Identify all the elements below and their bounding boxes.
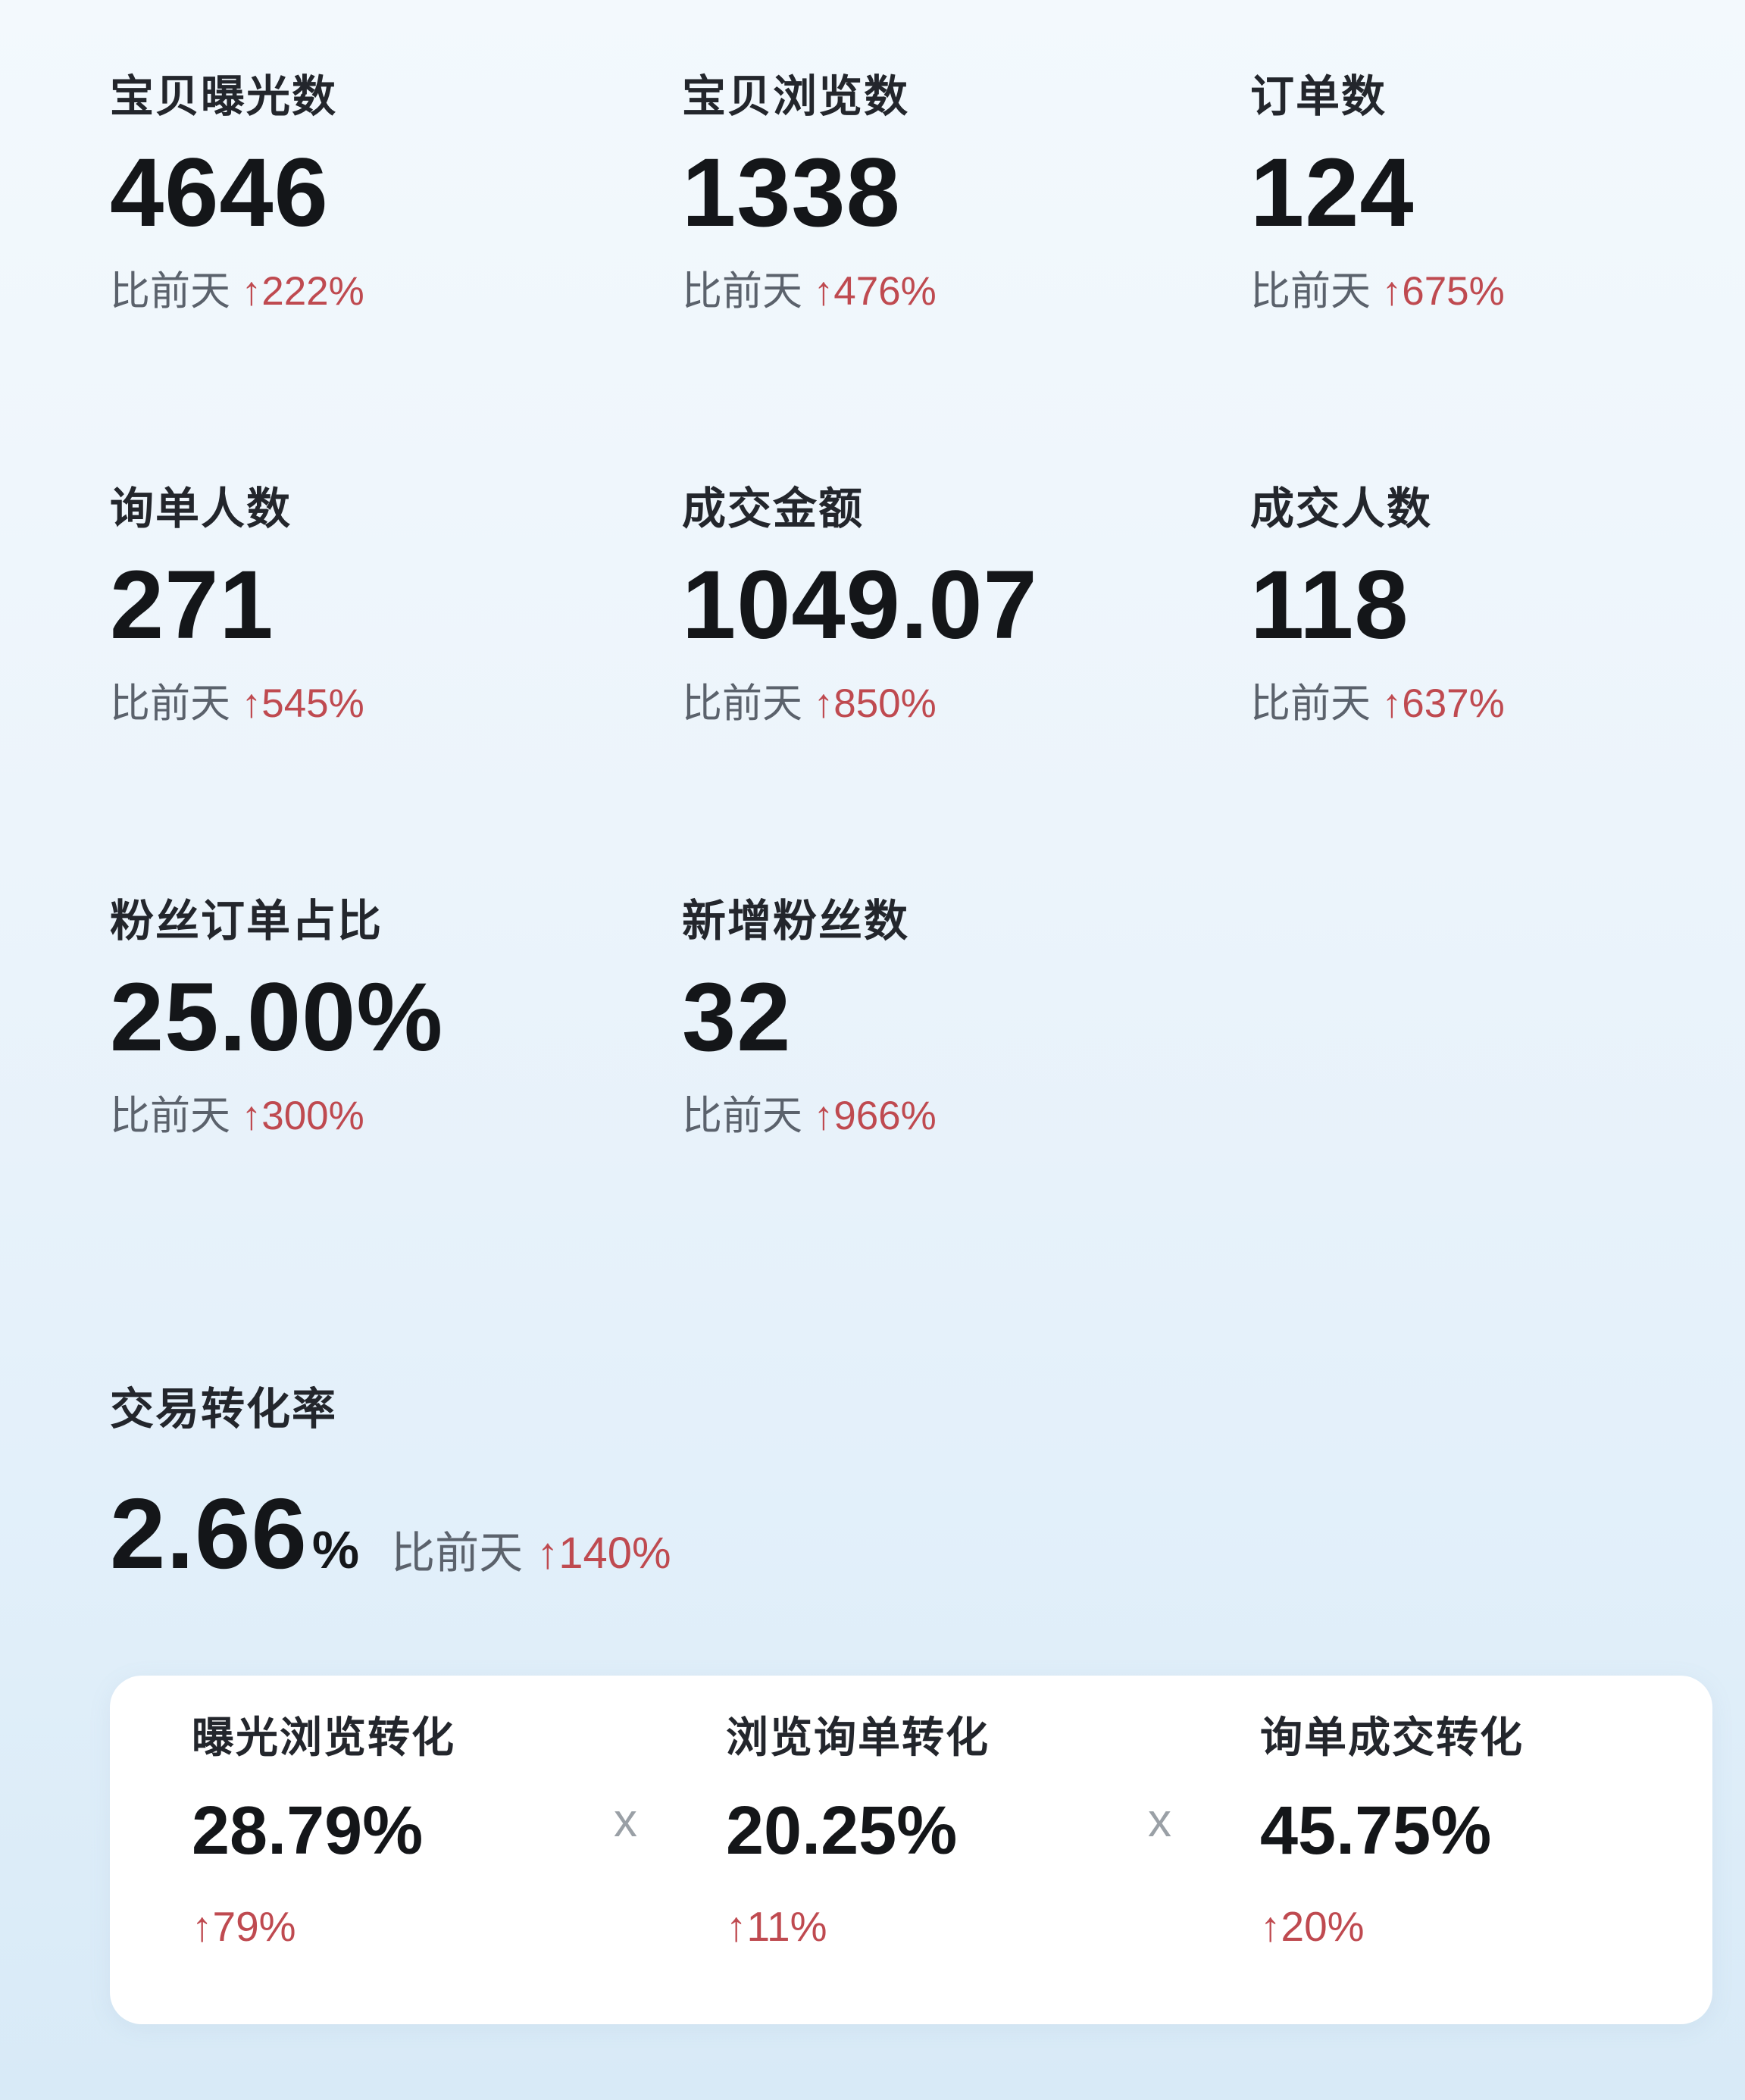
change-percent: 140% <box>558 1529 671 1578</box>
metric-change: 比前天 ↑966% <box>682 1091 1250 1141</box>
metric-change: 比前天 ↑222% <box>110 267 682 317</box>
metric-value: 118 <box>1250 551 1409 659</box>
funnel-step-change: ↑20% <box>1260 1901 1712 1951</box>
change-percent: 850% <box>833 681 937 726</box>
compare-label: 比前天 <box>110 681 230 726</box>
compare-label: 比前天 <box>110 1094 230 1138</box>
metric-cell-orders[interactable]: 订单数 124 比前天 ↑675% <box>1250 70 1745 317</box>
metric-label: 粉丝订单占比 <box>110 897 383 946</box>
up-arrow-icon: ↑ <box>241 269 262 314</box>
conversion-rate-label: 交易转化率 <box>110 1385 338 1434</box>
conversion-rate-value-row: 2.66 % 比前天 ↑140% <box>110 1476 1745 1591</box>
metric-change: 比前天 ↑476% <box>682 267 1250 317</box>
conversion-rate-section: 交易转化率 2.66 % 比前天 ↑140% <box>110 1382 1745 1591</box>
funnel-step-change: ↑79% <box>192 1901 644 1951</box>
change-percent: 637% <box>1402 681 1505 726</box>
change-percent: 20% <box>1281 1903 1365 1950</box>
conversion-change: ↑140% <box>536 1528 671 1579</box>
change-percent: 222% <box>261 269 364 314</box>
up-arrow-icon: ↑ <box>813 1094 834 1138</box>
metric-cell-inquiry-users[interactable]: 询单人数 271 比前天 ↑545% <box>110 482 682 729</box>
change-percent: 675% <box>1402 269 1505 314</box>
change-percent: 300% <box>261 1094 364 1138</box>
funnel-step-value: 20.25% <box>726 1793 958 1869</box>
funnel-step-change: ↑11% <box>726 1901 1178 1951</box>
metric-cell-transaction-amount[interactable]: 成交金额 1049.07 比前天 ↑850% <box>682 482 1250 729</box>
metric-value: 25.00% <box>110 963 444 1072</box>
metric-cell-new-fans[interactable]: 新增粉丝数 32 比前天 ↑966% <box>682 894 1250 1141</box>
compare-label: 比前天 <box>682 1094 802 1138</box>
metric-label: 宝贝浏览数 <box>682 72 910 121</box>
up-arrow-icon: ↑ <box>536 1529 559 1578</box>
change-percent: 11% <box>746 1903 827 1950</box>
change-percent: 476% <box>833 269 937 314</box>
metric-label: 订单数 <box>1250 72 1387 121</box>
funnel-step-label: 浏览询单转化 <box>726 1713 990 1761</box>
up-arrow-icon: ↑ <box>241 1094 262 1138</box>
compare-label: 比前天 <box>1250 681 1371 726</box>
metric-value: 124 <box>1250 139 1415 247</box>
up-arrow-icon: ↑ <box>241 681 262 726</box>
stats-dashboard: 宝贝曝光数 4646 比前天 ↑222% 宝贝浏览数 1338 比前天 ↑476… <box>110 70 1745 2024</box>
compare-label: 比前天 <box>1250 269 1371 314</box>
up-arrow-icon: ↑ <box>726 1903 747 1950</box>
up-arrow-icon: ↑ <box>813 681 834 726</box>
metric-label: 成交金额 <box>682 484 865 534</box>
funnel-conversion-card: 曝光浏览转化 28.79% ↑79% x 浏览询单转化 20.25% ↑11% … <box>110 1676 1712 2024</box>
change-percent: 545% <box>261 681 364 726</box>
metric-label: 成交人数 <box>1250 484 1433 534</box>
compare-label: 比前天 <box>110 269 230 314</box>
up-arrow-icon: ↑ <box>192 1903 213 1950</box>
metric-value: 32 <box>682 963 792 1072</box>
metric-value: 4646 <box>110 139 329 247</box>
compare-label: 比前天 <box>682 681 802 726</box>
funnel-step-inquiry-to-deal[interactable]: 询单成交转化 45.75% ↑20% <box>1178 1712 1712 1951</box>
metric-label: 询单人数 <box>110 484 292 534</box>
funnel-step-label: 曝光浏览转化 <box>192 1713 455 1761</box>
metrics-grid: 宝贝曝光数 4646 比前天 ↑222% 宝贝浏览数 1338 比前天 ↑476… <box>110 70 1745 1307</box>
metric-cell-item-views[interactable]: 宝贝浏览数 1338 比前天 ↑476% <box>682 70 1250 317</box>
metric-cell-fan-order-ratio[interactable]: 粉丝订单占比 25.00% 比前天 ↑300% <box>110 894 682 1141</box>
metric-label: 新增粉丝数 <box>682 897 910 946</box>
conversion-rate-value: 2.66 <box>110 1478 308 1589</box>
up-arrow-icon: ↑ <box>1381 681 1403 726</box>
up-arrow-icon: ↑ <box>1260 1903 1281 1950</box>
funnel-step-label: 询单成交转化 <box>1260 1713 1524 1761</box>
funnel-step-exposure-to-view[interactable]: 曝光浏览转化 28.79% ↑79% <box>110 1712 644 1951</box>
compare-label: 比前天 <box>682 269 802 314</box>
funnel-step-value: 45.75% <box>1260 1793 1492 1869</box>
metric-label: 宝贝曝光数 <box>110 72 338 121</box>
metric-change: 比前天 ↑300% <box>110 1091 682 1141</box>
change-percent: 79% <box>212 1903 296 1950</box>
metric-change: 比前天 ↑637% <box>1250 679 1745 729</box>
conversion-rate-unit: % <box>311 1520 360 1579</box>
metric-change: 比前天 ↑545% <box>110 679 682 729</box>
metric-value: 1338 <box>682 139 901 247</box>
metric-cell-transaction-users[interactable]: 成交人数 118 比前天 ↑637% <box>1250 482 1745 729</box>
up-arrow-icon: ↑ <box>1381 269 1403 314</box>
metric-value: 1049.07 <box>682 551 1038 659</box>
change-percent: 966% <box>833 1094 937 1138</box>
funnel-step-view-to-inquiry[interactable]: 浏览询单转化 20.25% ↑11% <box>644 1712 1178 1951</box>
up-arrow-icon: ↑ <box>813 269 834 314</box>
metric-change: 比前天 ↑675% <box>1250 267 1745 317</box>
metric-change: 比前天 ↑850% <box>682 679 1250 729</box>
metric-value: 271 <box>110 551 274 659</box>
funnel-step-value: 28.79% <box>192 1793 424 1869</box>
metric-cell-item-exposure[interactable]: 宝贝曝光数 4646 比前天 ↑222% <box>110 70 682 317</box>
compare-label: 比前天 <box>391 1529 524 1578</box>
